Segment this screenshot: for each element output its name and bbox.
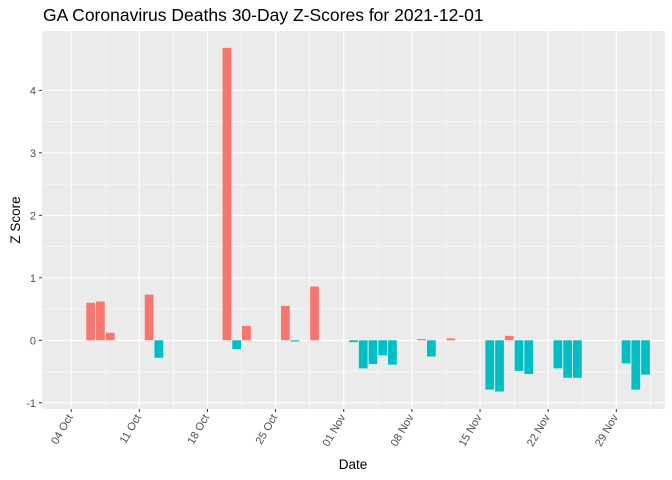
bar [514,340,524,371]
y-tick-label: 2 [30,210,36,222]
y-tick-label: 3 [30,148,36,160]
bar [310,286,319,341]
bar [358,340,368,369]
bar [144,294,154,341]
bar [417,339,427,341]
bar [86,302,96,341]
y-tick-label: 0 [30,335,36,347]
x-tick-label: 15 Nov [457,412,485,449]
x-tick-label: 04 Oct [49,413,76,447]
bar [349,340,358,343]
x-tick-label: 01 Nov [321,412,349,449]
bar [105,332,115,341]
bar [290,340,300,342]
bar [495,340,504,392]
bar [96,301,105,341]
y-axis: -1 0 1 2 3 4 [26,85,42,410]
bar [485,340,495,390]
x-tick-label: 11 Oct [118,413,144,446]
bar [504,335,514,341]
bars [86,47,650,392]
bar [553,340,563,369]
x-axis: 04 Oct 11 Oct 18 Oct 25 Oct 01 Nov 08 Nov 15 N… [49,409,621,449]
bar [621,340,631,364]
bar [368,340,378,365]
x-tick-label: 25 Oct [254,413,281,447]
y-tick-label: 4 [30,85,36,97]
x-tick-label: 22 Nov [525,412,553,449]
y-axis-title: Z Score [8,196,23,243]
bar [573,340,582,378]
x-tick-label: 29 Nov [593,412,621,449]
x-axis-title: Date [339,457,368,472]
bar [563,340,573,378]
minor-gridlines [42,31,665,409]
bar [232,340,242,350]
bar [154,340,164,358]
x-tick-label: 08 Nov [389,412,417,449]
bar [426,340,436,357]
y-tick-label: -1 [26,398,36,410]
bar [242,325,251,341]
bar [446,338,456,341]
bar [378,340,388,356]
bar [641,340,650,375]
bar [222,47,232,341]
bar [388,340,397,365]
bar [280,305,290,341]
bar [631,340,641,390]
bar [524,340,534,375]
chart-title: GA Coronavirus Deaths 30-Day Z-Scores fo… [43,5,484,25]
y-tick-label: 1 [30,273,36,285]
x-tick-label: 18 Oct [185,413,212,447]
